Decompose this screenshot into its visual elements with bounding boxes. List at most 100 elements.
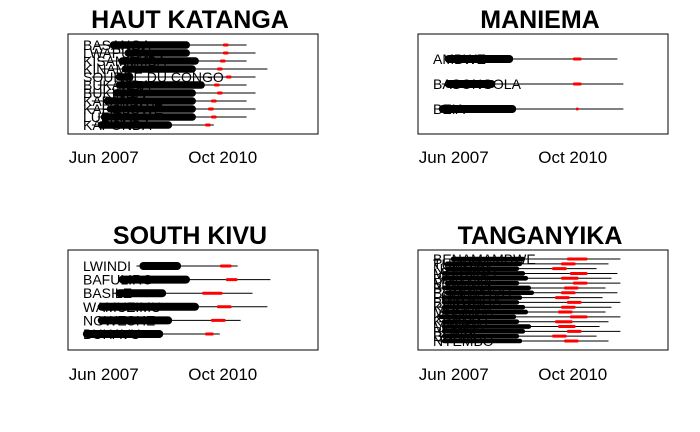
timeline-bar xyxy=(444,266,520,271)
x-tick-label: Oct 2010 xyxy=(188,365,257,384)
highlight-mark xyxy=(551,267,567,271)
haut-katanga-title: HAUT KATANGA xyxy=(91,6,289,34)
timeline-bar xyxy=(97,302,199,311)
tanganyika-frame xyxy=(417,249,669,351)
timeline-bar xyxy=(441,333,520,339)
highlight-mark xyxy=(557,325,576,329)
timeline-bar xyxy=(97,316,173,325)
highlight-mark xyxy=(563,286,579,290)
timeline-bar xyxy=(115,73,134,81)
timeline-bar xyxy=(444,55,514,63)
timeline-bar xyxy=(441,324,532,329)
timeline-bar xyxy=(441,300,520,305)
highlight-mark xyxy=(569,271,588,275)
timeline-bar xyxy=(139,262,182,270)
highlight-mark xyxy=(204,123,211,127)
haut-katanga-frame xyxy=(67,33,319,135)
x-tick-label: Oct 2010 xyxy=(538,148,607,167)
x-tick-label: Jun 2007 xyxy=(69,365,139,384)
row-label: BEIA xyxy=(433,101,466,117)
highlight-mark xyxy=(554,320,573,324)
highlight-mark xyxy=(222,51,229,55)
timeline-bar xyxy=(444,80,496,88)
row-label: KAPONDA xyxy=(83,117,152,133)
south-kivu-frame xyxy=(67,249,319,351)
highlight-mark xyxy=(572,281,588,285)
row-label: BASONGOLA xyxy=(433,76,522,92)
timeline-bar xyxy=(441,285,532,291)
timeline-bar xyxy=(106,105,196,113)
highlight-mark xyxy=(566,329,582,333)
highlight-mark xyxy=(219,59,226,63)
highlight-mark xyxy=(563,339,579,343)
timeline-bar xyxy=(444,280,520,286)
highlight-mark xyxy=(566,257,588,261)
timeline-bar xyxy=(438,105,517,113)
timeline-bar xyxy=(441,276,529,281)
row-label: WAMUZIMU xyxy=(83,299,161,315)
timeline-bar xyxy=(112,89,196,97)
row-label: LUFIRA xyxy=(83,109,133,125)
tanganyika-title: TANGANYIKA xyxy=(458,222,623,250)
highlight-mark xyxy=(204,332,214,336)
highlight-mark xyxy=(210,99,217,103)
timeline-bar xyxy=(100,113,196,121)
highlight-mark xyxy=(557,310,573,314)
timeline-bar xyxy=(118,275,191,284)
highlight-mark xyxy=(572,57,582,61)
timeline-bar xyxy=(444,261,523,267)
highlight-mark xyxy=(213,83,220,87)
highlight-mark xyxy=(216,67,223,71)
row-label: LWINDI xyxy=(83,258,131,274)
highlight-mark xyxy=(201,291,223,295)
row-label: BASILE xyxy=(83,285,132,301)
x-tick-label: Oct 2010 xyxy=(188,148,257,167)
timeline-bar xyxy=(441,309,529,315)
timeline-bar xyxy=(121,65,196,73)
highlight-mark xyxy=(225,75,232,79)
row-label: KINAMA xyxy=(83,61,137,77)
highlight-mark xyxy=(560,305,576,309)
timeline-bar xyxy=(441,319,520,324)
x-tick-label: Oct 2010 xyxy=(538,365,607,384)
highlight-mark xyxy=(566,300,582,304)
highlight-mark xyxy=(222,43,229,47)
timeline-bar xyxy=(82,330,164,338)
highlight-mark xyxy=(569,315,588,319)
timeline-bar xyxy=(115,81,205,89)
x-tick-label: Jun 2007 xyxy=(419,365,489,384)
timeline-bar xyxy=(450,256,526,262)
timeline-bar xyxy=(441,338,523,344)
row-label: BAFULIRO xyxy=(83,272,153,288)
row-label: BUHAVU xyxy=(83,326,140,342)
highlight-mark xyxy=(572,82,582,86)
maniema-title: MANIEMA xyxy=(480,6,599,34)
row-label: NYEMBO xyxy=(433,333,494,349)
timeline-bar xyxy=(441,329,526,334)
highlight-mark xyxy=(560,262,576,266)
highlight-mark xyxy=(210,115,217,119)
timeline-bar xyxy=(103,97,196,105)
row-label: BUKANDA xyxy=(83,77,151,93)
timeline-bar xyxy=(124,49,191,57)
row-label: KAPANDA xyxy=(83,93,150,109)
highlight-mark xyxy=(225,278,238,282)
highlight-mark xyxy=(219,264,232,268)
highlight-mark xyxy=(560,291,576,295)
row-label: BASANGA xyxy=(83,37,151,53)
timeline-bar xyxy=(118,57,199,65)
row-label: AMBWE xyxy=(433,51,486,67)
highlight-mark xyxy=(560,276,579,280)
row-label: KISAMAMBA xyxy=(83,53,167,69)
timeline-bar xyxy=(441,304,526,310)
highlight-mark xyxy=(551,334,567,338)
row-label: NGWESHE xyxy=(83,312,155,328)
x-tick-label: Jun 2007 xyxy=(419,148,489,167)
timeline-bar xyxy=(115,289,167,298)
maniema-frame xyxy=(417,33,669,135)
timeline-bar xyxy=(109,41,191,49)
highlight-mark xyxy=(554,296,570,300)
x-tick-label: Jun 2007 xyxy=(69,148,139,167)
timeline-bar xyxy=(444,290,535,296)
